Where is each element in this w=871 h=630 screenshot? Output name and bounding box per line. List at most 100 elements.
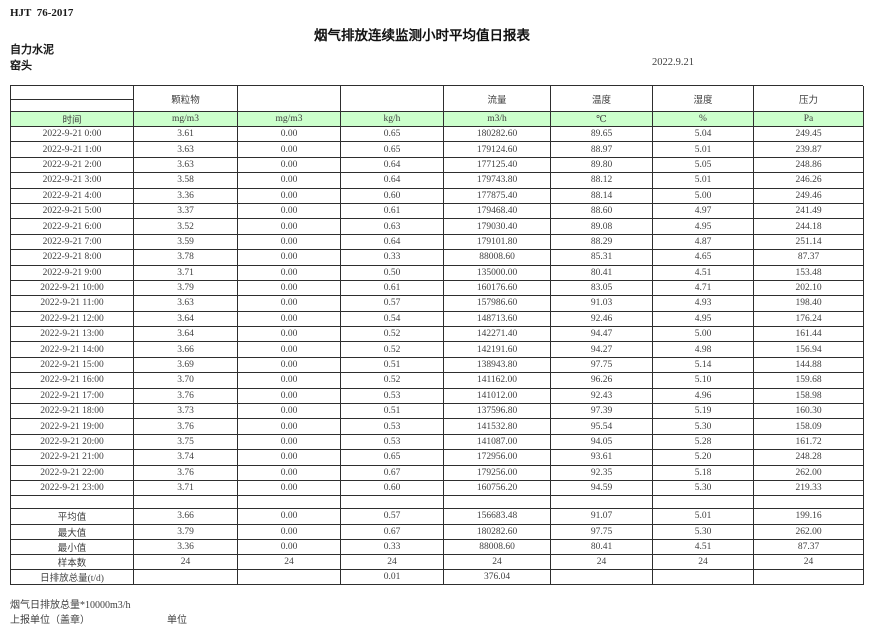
value-cell: 0.53	[341, 434, 444, 451]
value-cell: 89.08	[551, 219, 653, 235]
value-cell: 0.64	[341, 173, 444, 189]
value-cell: 3.73	[134, 404, 238, 420]
summary-value-cell: 24	[653, 554, 754, 571]
value-cell: 0.33	[341, 250, 444, 266]
summary-value-cell: 88008.60	[444, 539, 551, 555]
unit-cell: ℃	[551, 112, 653, 127]
value-cell: 3.76	[134, 388, 238, 405]
value-cell: 0.00	[238, 419, 341, 435]
value-cell: 95.54	[551, 419, 653, 435]
time-cell: 2022-9-21 8:00	[11, 250, 134, 266]
value-cell: 4.98	[653, 342, 754, 358]
value-cell: 0.52	[341, 373, 444, 389]
value-cell: 179743.80	[444, 173, 551, 189]
time-cell: 2022-9-21 15:00	[11, 357, 134, 374]
value-cell: 3.36	[134, 188, 238, 204]
summary-value-cell: 24	[238, 554, 341, 571]
value-cell: 0.61	[341, 203, 444, 220]
page-title: 烟气排放连续监测小时平均值日报表	[314, 28, 530, 43]
time-cell: 2022-9-21 14:00	[11, 342, 134, 358]
value-cell: 0.52	[341, 327, 444, 343]
value-cell: 5.00	[653, 327, 754, 343]
value-cell: 219.33	[754, 480, 864, 497]
value-cell: 142191.60	[444, 342, 551, 358]
value-cell: 5.14	[653, 357, 754, 374]
summary-value-cell: 156683.48	[444, 509, 551, 525]
unit-cell: kg/h	[341, 112, 444, 127]
value-cell: 3.71	[134, 265, 238, 281]
value-cell: 93.61	[551, 450, 653, 466]
value-cell: 0.00	[238, 234, 341, 251]
value-cell: 153.48	[754, 265, 864, 281]
value-cell: 3.37	[134, 203, 238, 220]
value-cell: 248.28	[754, 450, 864, 466]
value-cell: 94.27	[551, 342, 653, 358]
time-cell: 2022-9-21 2:00	[11, 157, 134, 174]
value-cell: 159.68	[754, 373, 864, 389]
time-cell: 2022-9-21 16:00	[11, 373, 134, 389]
value-cell: 249.46	[754, 188, 864, 204]
time-cell: 2022-9-21 21:00	[11, 450, 134, 466]
report-date: 2022.9.21	[652, 57, 694, 68]
value-cell: 179256.00	[444, 465, 551, 481]
value-cell: 4.93	[653, 296, 754, 312]
header-group-cell: 压力	[754, 86, 864, 112]
time-cell: 2022-9-21 22:00	[11, 465, 134, 481]
value-cell: 0.00	[238, 142, 341, 158]
summary-value-cell	[754, 570, 864, 586]
value-cell: 198.40	[754, 296, 864, 312]
spacer-cell	[238, 496, 341, 510]
footnote-total-volume: 烟气日排放总量*10000m3/h	[10, 600, 131, 611]
summary-value-cell: 87.37	[754, 539, 864, 555]
value-cell: 239.87	[754, 142, 864, 158]
value-cell: 4.71	[653, 280, 754, 297]
summary-value-cell	[653, 570, 754, 586]
value-cell: 0.54	[341, 311, 444, 328]
time-cell: 2022-9-21 10:00	[11, 280, 134, 297]
summary-value-cell: 4.51	[653, 539, 754, 555]
value-cell: 179101.80	[444, 234, 551, 251]
summary-value-cell: 5.30	[653, 524, 754, 540]
value-cell: 138943.80	[444, 357, 551, 374]
value-cell: 0.00	[238, 388, 341, 405]
value-cell: 0.00	[238, 219, 341, 235]
value-cell: 5.28	[653, 434, 754, 451]
value-cell: 0.00	[238, 173, 341, 189]
summary-value-cell: 24	[551, 554, 653, 571]
value-cell: 0.65	[341, 127, 444, 143]
value-cell: 88.97	[551, 142, 653, 158]
value-cell: 0.00	[238, 404, 341, 420]
value-cell: 94.59	[551, 480, 653, 497]
value-cell: 0.00	[238, 311, 341, 328]
value-cell: 157986.60	[444, 296, 551, 312]
value-cell: 5.19	[653, 404, 754, 420]
summary-label-cell: 日排放总量(t/d)	[11, 570, 134, 586]
header-group-cell: 流量	[444, 86, 551, 112]
value-cell: 97.75	[551, 357, 653, 374]
summary-value-cell: 97.75	[551, 524, 653, 540]
value-cell: 3.78	[134, 250, 238, 266]
summary-value-cell: 0.00	[238, 539, 341, 555]
value-cell: 177875.40	[444, 188, 551, 204]
value-cell: 3.66	[134, 342, 238, 358]
value-cell: 0.00	[238, 127, 341, 143]
summary-value-cell	[551, 570, 653, 586]
value-cell: 5.30	[653, 419, 754, 435]
value-cell: 91.03	[551, 296, 653, 312]
value-cell: 80.41	[551, 265, 653, 281]
value-cell: 3.59	[134, 234, 238, 251]
value-cell: 180282.60	[444, 127, 551, 143]
value-cell: 135000.00	[444, 265, 551, 281]
value-cell: 158.09	[754, 419, 864, 435]
value-cell: 3.52	[134, 219, 238, 235]
value-cell: 141532.80	[444, 419, 551, 435]
value-cell: 0.64	[341, 157, 444, 174]
value-cell: 176.24	[754, 311, 864, 328]
summary-value-cell: 24	[134, 554, 238, 571]
value-cell: 0.00	[238, 342, 341, 358]
value-cell: 161.44	[754, 327, 864, 343]
value-cell: 87.37	[754, 250, 864, 266]
summary-value-cell: 80.41	[551, 539, 653, 555]
value-cell: 5.04	[653, 127, 754, 143]
